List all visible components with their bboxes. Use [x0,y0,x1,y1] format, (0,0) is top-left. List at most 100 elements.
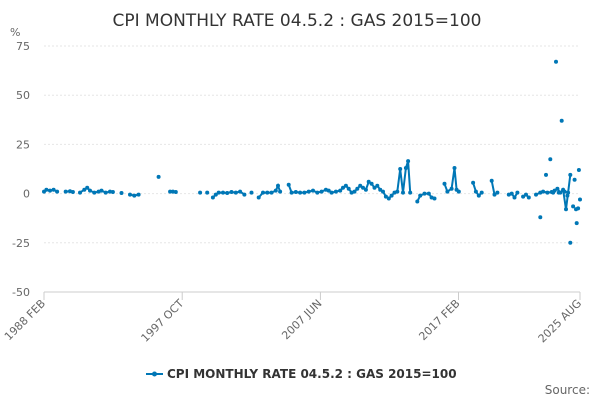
data-point [233,190,238,195]
data-point [343,183,348,188]
data-point [132,193,137,198]
data-point [358,183,363,188]
data-point [286,182,291,187]
grid [44,45,580,293]
data-point [555,186,560,191]
x-tick-label: 1988 FEB [2,297,48,343]
data-point [492,192,497,197]
data-point [210,195,215,200]
data-point [293,190,298,194]
data-point [63,189,68,194]
data-point [213,192,218,197]
data-point [398,167,403,171]
data-point [306,189,311,194]
data-point [70,190,75,194]
data-point [564,207,568,212]
data-point [432,196,437,201]
data-point [538,215,543,220]
data-point [452,166,457,170]
data-point [372,185,377,190]
data-point [544,172,548,177]
data-point [99,188,104,193]
data-point [456,189,461,194]
x-tick-label: 2007 JUN [279,297,324,342]
data-point [445,189,450,194]
data-point [386,196,391,201]
data-point [578,197,582,202]
data-point [103,190,108,195]
series-segment [472,182,483,198]
data-point [51,187,56,192]
data-point [136,192,141,197]
data-point [55,189,60,194]
data-point [341,185,345,190]
data-point [576,168,581,172]
data-point [471,180,476,185]
data-point [311,188,315,193]
data-point [361,185,365,190]
legend[interactable]: CPI MONTHLY RATE 04.5.2 : GAS 2015=100 [146,367,457,381]
data-point [551,190,556,195]
data-point [473,189,478,194]
data-point [489,178,494,183]
data-point [168,189,173,194]
x-tick-label: 2025 AUG [536,297,585,346]
data-point [418,193,423,198]
y-tick-label: 0 [23,188,30,201]
data-point [333,189,338,194]
data-point [381,189,385,194]
data-point [395,189,400,194]
data-point [265,190,270,195]
data-point [408,190,413,195]
x-tick-label: 2017 FEB [416,297,462,343]
data-point [355,186,360,191]
data-point [369,181,374,186]
data-point [534,192,538,197]
data-point [554,59,558,64]
data-point [559,118,564,123]
data-point [389,193,394,198]
data-point [383,194,388,199]
data-point [568,240,573,245]
data-point [319,189,324,194]
data-point [562,189,567,194]
data-point [449,186,454,191]
data-point [298,190,303,195]
data-point [415,199,420,204]
x-axis: 1988 FEB 1997 OCT 2007 JUN 2017 FEB 2025 AUG [2,291,585,346]
data-point [92,190,97,195]
data-point [156,174,161,179]
source-label: Source: [545,383,590,397]
data-point [565,193,570,198]
data-point [568,172,573,177]
data-point [216,190,221,195]
data-point [509,191,514,196]
data-point [541,189,546,194]
data-point [366,179,371,184]
data-point [173,190,178,194]
data-point [85,185,90,190]
data-point [326,188,331,193]
data-point [269,190,274,195]
data-point [401,190,405,195]
data-point [442,181,447,186]
y-tick-label: 25 [16,138,30,151]
data-point [426,191,431,196]
data-point [329,190,334,195]
data-point [524,192,528,197]
data-point [403,166,408,170]
data-point [545,190,550,195]
data-point [521,194,526,199]
y-tick-label: -50 [12,286,30,299]
x-tick-label: 1997 OCT [139,297,187,345]
data-point [526,195,531,200]
data-point [302,190,307,195]
data-point [338,188,343,193]
data-point [198,190,203,195]
data-point [566,190,571,195]
data-point [78,190,82,195]
data-point [205,190,210,195]
data-point [229,190,234,194]
data-point [119,191,124,195]
data-point [556,190,561,195]
